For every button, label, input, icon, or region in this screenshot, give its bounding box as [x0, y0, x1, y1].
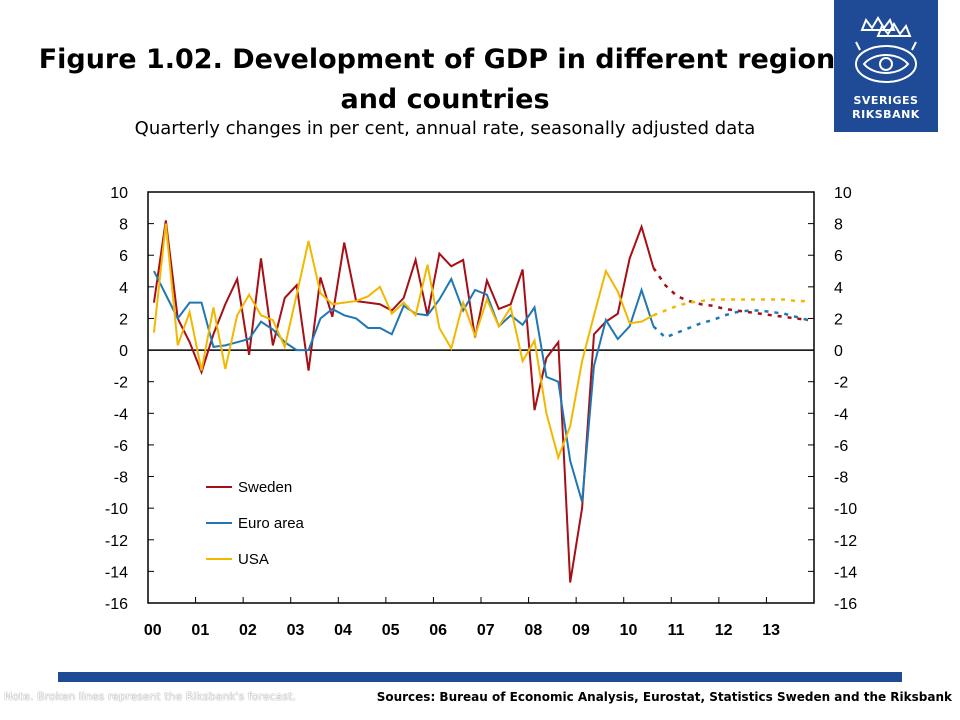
y-tick-label-right: -16	[834, 596, 857, 613]
y-tick-label-right: 0	[834, 343, 843, 360]
x-tick-label: 07	[477, 622, 495, 639]
riksbank-crest-icon	[855, 16, 917, 83]
y-tick-label-right: -8	[834, 470, 848, 487]
x-tick-label: 02	[239, 622, 257, 639]
y-tick-label-left: 2	[119, 311, 128, 328]
series-forecast-usa	[652, 298, 809, 317]
series-forecast-euro-area	[652, 309, 809, 339]
series-line-usa	[152, 223, 654, 461]
y-tick-label-left: -6	[114, 438, 128, 455]
legend-label-sweden: Sweden	[238, 479, 292, 496]
chart-title: Figure 1.02. Development of GDP in diffe…	[30, 40, 860, 120]
x-tick-label: 06	[429, 622, 447, 639]
y-tick-label-right: 10	[834, 185, 852, 202]
y-tick-label-left: -8	[114, 470, 128, 487]
x-tick-label: 01	[191, 622, 209, 639]
legend-box	[178, 466, 346, 574]
x-tick-label: 05	[382, 622, 400, 639]
forecast-note: Note. Broken lines represent the Riksban…	[4, 690, 296, 703]
series-line-sweden	[152, 220, 655, 583]
logo-text-line-1: SVERIGES	[853, 94, 919, 107]
y-tick-label-right: 6	[834, 248, 843, 265]
x-tick-label: 00	[144, 622, 162, 639]
legend-label-euro-area: Euro area	[238, 515, 305, 532]
y-tick-label-right: -14	[834, 564, 857, 581]
y-tick-label-left: 6	[119, 248, 128, 265]
y-tick-label-right: 4	[834, 280, 843, 297]
y-tick-label-left: -10	[105, 501, 128, 518]
chart-title-line-1: Figure 1.02. Development of GDP in diffe…	[38, 44, 852, 75]
sources-text: Sources: Bureau of Economic Analysis, Eu…	[376, 690, 952, 704]
y-tick-label-left: -2	[114, 375, 128, 392]
y-tick-label-left: -14	[105, 564, 128, 581]
series-line-euro-area	[153, 270, 655, 503]
y-tick-label-left: 4	[119, 280, 128, 297]
x-tick-label: 10	[620, 622, 638, 639]
riksbank-logo: SVERIGES RIKSBANK	[834, 0, 938, 132]
chart-subtitle: Quarterly changes in per cent, annual ra…	[134, 118, 756, 139]
y-tick-label-right: -10	[834, 501, 857, 518]
x-tick-label: 12	[715, 622, 733, 639]
y-tick-label-right: -4	[834, 406, 848, 423]
footer-rule	[58, 672, 902, 682]
x-tick-label: 03	[287, 622, 305, 639]
y-tick-label-right: -6	[834, 438, 848, 455]
logo-text-line-2: RIKSBANK	[852, 108, 920, 121]
chart-title-line-2: and countries	[340, 84, 550, 115]
x-tick-label: 13	[762, 622, 780, 639]
x-tick-label: 08	[524, 622, 542, 639]
y-tick-label-left: -16	[105, 596, 128, 613]
x-tick-label: 04	[334, 622, 352, 639]
y-tick-label-left: 0	[119, 343, 128, 360]
y-tick-label-left: -4	[114, 406, 128, 423]
series-forecast-sweden	[652, 267, 809, 322]
y-tick-label-right: 8	[834, 217, 843, 234]
y-tick-label-left: 10	[110, 185, 128, 202]
y-tick-label-right: -2	[834, 375, 848, 392]
x-tick-label: 11	[668, 622, 685, 639]
y-tick-label-left: 8	[119, 217, 128, 234]
x-tick-label: 09	[572, 622, 590, 639]
y-tick-label-left: -12	[105, 533, 128, 550]
legend-label-usa: USA	[238, 551, 269, 568]
y-tick-label-right: -12	[834, 533, 857, 550]
y-tick-label-right: 2	[834, 311, 843, 328]
